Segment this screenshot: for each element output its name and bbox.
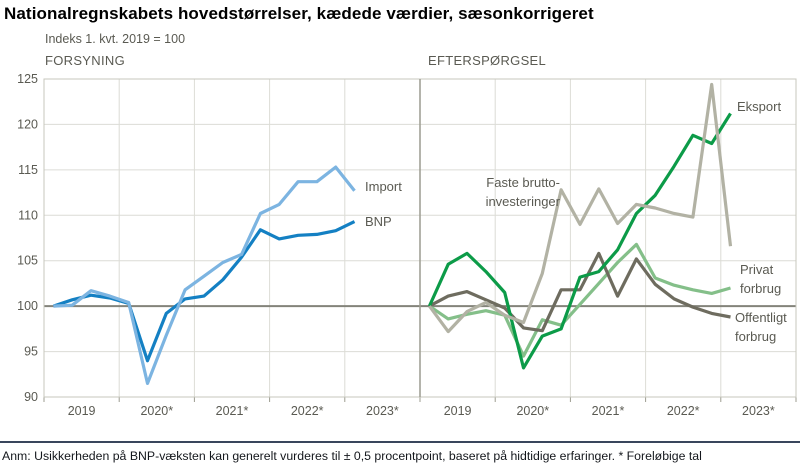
label-import: Import: [365, 179, 402, 194]
y-axis-label-90: 90: [24, 390, 38, 404]
chart-svg: 2019 2020* 2021* 2022* 2023* 2019 2020* 2021* 20…: [17, 72, 797, 418]
label-bnp: BNP: [365, 214, 392, 229]
footnote-text: Anm: Usikkerheden på BNP-væksten kan gen…: [2, 449, 702, 463]
line-eksport: [427, 112, 732, 370]
label-privat-forbrug: Privat forbrug: [740, 262, 782, 296]
y-axis-label-100: 100: [17, 299, 38, 313]
panel-title-efterspoergsel: EFTERSPØRGSEL: [428, 53, 547, 68]
line-offentligt-forbrug: [428, 251, 731, 333]
y-axis-label-125: 125: [17, 72, 38, 86]
index-subtitle: Indeks 1. kvt. 2019 = 100: [45, 32, 186, 46]
label-offentligt-forbrug: Offentligt forbrug: [735, 310, 787, 344]
x-axis-label-panel0-2019: 2019: [68, 404, 96, 418]
line-bnp: [52, 220, 356, 363]
line-privat-forbrug: [428, 242, 731, 358]
line-faste-bruttoinvesteringer: [428, 82, 733, 334]
x-axis-label-panel1-2022*: 2022*: [667, 404, 700, 418]
x-axis-label-panel1-2019: 2019: [444, 404, 472, 418]
x-axis-label-panel0-2020*: 2020*: [140, 404, 173, 418]
label-eksport: Eksport: [737, 99, 782, 114]
y-axis-label-120: 120: [17, 117, 38, 131]
panel-title-forsyning: FORSYNING: [45, 53, 125, 68]
line-import: [53, 165, 356, 385]
x-axis-label-panel0-2023*: 2023*: [366, 404, 399, 418]
note-divider-rule: [0, 441, 800, 443]
page-title: Nationalregnskabets hovedstørrelser, kæd…: [4, 4, 594, 23]
y-axis-label-105: 105: [17, 254, 38, 268]
y-axis-label-110: 110: [18, 208, 38, 222]
x-axis-label-panel0-2021*: 2021*: [216, 404, 249, 418]
x-axis-label-panel1-2023*: 2023*: [742, 404, 775, 418]
x-axis-label-panel1-2020*: 2020*: [516, 404, 549, 418]
y-axis-label-95: 95: [24, 345, 38, 359]
x-axis-label-panel1-2021*: 2021*: [592, 404, 625, 418]
label-faste-bruttoinvesteringer: Faste brutto- investeringer: [485, 175, 560, 209]
y-axis-label-115: 115: [18, 163, 38, 177]
x-axis-label-panel0-2022*: 2022*: [291, 404, 324, 418]
